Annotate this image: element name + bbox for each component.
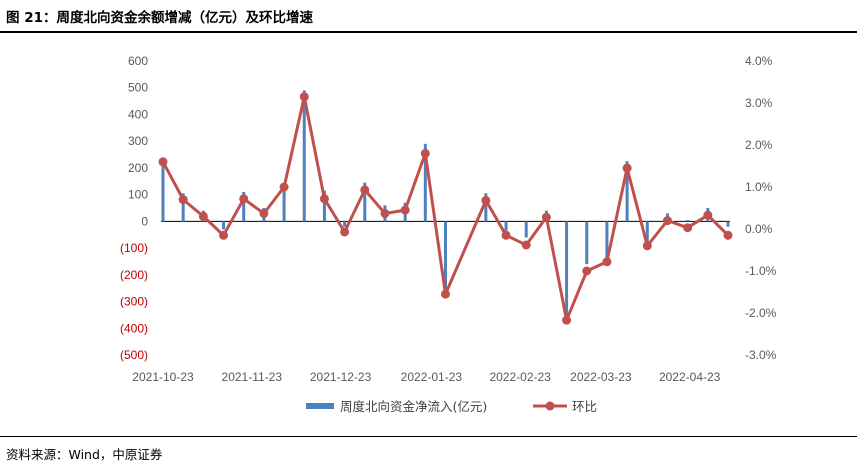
line-point: [319, 194, 329, 204]
legend-bar-label: 周度北向资金净流入(亿元): [340, 399, 487, 414]
bar: [686, 220, 690, 222]
right-axis-ticks: 4.0% 3.0% 2.0% 1.0% 0.0% -1.0% -2.0% -3.0%: [745, 54, 777, 362]
bar: [585, 221, 589, 265]
line-point: [360, 185, 370, 195]
bar: [242, 191, 246, 222]
legend-line-label: 环比: [572, 399, 597, 414]
x-tick-label: 2022-04-23: [659, 370, 721, 384]
line-point: [602, 257, 612, 267]
left-tick-label: (300): [120, 295, 148, 309]
x-tick-label: 2021-11-23: [222, 370, 283, 384]
right-tick-label: 0.0%: [745, 222, 773, 236]
line-point: [562, 315, 572, 325]
bottom-rule: [0, 436, 857, 437]
right-tick-label: 3.0%: [745, 96, 773, 110]
line-point: [723, 230, 733, 240]
line-point: [642, 241, 652, 251]
bar: [181, 193, 185, 222]
bar: [565, 221, 569, 319]
line-point: [178, 195, 188, 205]
left-tick-label: (400): [120, 321, 148, 335]
line-path: [161, 95, 730, 322]
line-point: [582, 266, 592, 276]
x-tick-label: 2022-02-23: [489, 370, 551, 384]
left-tick-label: 500: [128, 81, 148, 95]
left-tick-label: (100): [120, 241, 148, 255]
right-tick-label: 4.0%: [745, 54, 773, 68]
line-point: [501, 230, 511, 240]
legend: 周度北向资金净流入(亿元) 环比: [306, 399, 597, 414]
line-point: [259, 208, 269, 218]
line-point: [481, 195, 491, 205]
left-tick-label: (500): [120, 348, 148, 362]
bar: [161, 162, 165, 222]
left-tick-label: 600: [128, 54, 148, 68]
bar: [222, 221, 226, 230]
line-series: [158, 92, 733, 325]
line-point: [662, 216, 672, 226]
top-rule: [0, 31, 857, 33]
x-tick-label: 2021-12-23: [310, 370, 372, 384]
left-tick-label: 0: [141, 214, 148, 228]
left-tick-label: 100: [128, 188, 148, 202]
line-point: [239, 194, 249, 204]
line-point: [158, 157, 168, 167]
bar: [302, 90, 306, 222]
left-axis-ticks: 600 500 400 300 200 100 0 (100) (200) (300) (400) (…: [120, 54, 148, 362]
bar: [726, 221, 730, 227]
line-point: [441, 289, 450, 299]
bar: [605, 221, 609, 259]
line-point: [400, 205, 410, 215]
right-tick-label: -1.0%: [745, 264, 777, 278]
bar: [504, 221, 508, 231]
right-tick-label: 1.0%: [745, 180, 773, 194]
left-tick-label: 300: [128, 134, 148, 148]
line-point: [380, 208, 390, 218]
legend-line-marker: [545, 401, 555, 411]
line-point: [703, 210, 713, 220]
bar: [423, 143, 427, 222]
right-tick-label: -3.0%: [745, 348, 777, 362]
x-tick-label: 2021-10-23: [132, 370, 194, 384]
left-tick-label: (200): [120, 268, 148, 282]
line-point: [683, 223, 693, 233]
line-point: [420, 148, 430, 158]
bar: [444, 221, 447, 297]
x-axis-ticks: 2021-10-23 2021-11-23 2021-12-23 2022-01-23…: [132, 370, 720, 384]
source-note: 资料来源：Wind，中原证券: [6, 447, 163, 462]
chart: 600 500 400 300 200 100 0 (100) (200) (300) (400) (…: [120, 54, 777, 414]
legend-bar-swatch: [306, 403, 334, 409]
line-point: [622, 163, 632, 173]
line-point: [279, 182, 289, 192]
line-point: [541, 212, 551, 222]
right-tick-label: -2.0%: [745, 306, 777, 320]
left-tick-label: 400: [128, 107, 148, 121]
x-tick-label: 2022-03-23: [570, 370, 632, 384]
figure-title: 图 21：周度北向资金余额增减（亿元）及环比增速: [6, 10, 313, 26]
x-tick-label: 2022-01-23: [401, 370, 463, 384]
bar: [282, 186, 286, 222]
bar: [322, 190, 326, 222]
bar: [484, 193, 488, 222]
line-point: [521, 240, 531, 250]
line-point: [198, 211, 208, 221]
bar: [645, 221, 649, 245]
bar: [625, 161, 629, 222]
bar: [524, 221, 528, 238]
line-point: [299, 92, 309, 102]
line-point: [219, 230, 229, 240]
left-tick-label: 200: [128, 161, 148, 175]
line-point: [340, 227, 350, 237]
right-tick-label: 2.0%: [745, 138, 773, 152]
bar: [363, 182, 367, 222]
bar: [343, 221, 347, 227]
